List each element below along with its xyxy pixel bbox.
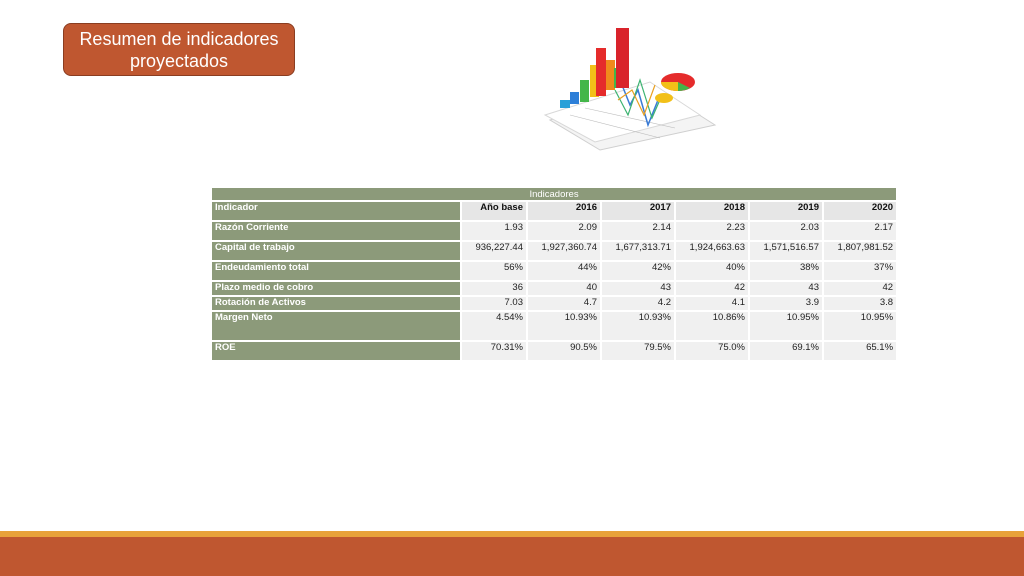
table-cell: 4.7 (528, 297, 602, 312)
row-label: Margen Neto (212, 312, 462, 342)
page-title: Resumen de indicadores proyectados (79, 28, 279, 71)
table-cell: 56% (462, 262, 528, 282)
table-cell: 10.93% (528, 312, 602, 342)
table-cell: 43 (750, 282, 824, 297)
table-cell: 79.5% (602, 342, 676, 362)
chart-clipart-icon (543, 28, 717, 151)
table-cell: 65.1% (824, 342, 899, 362)
table-cell: 75.0% (676, 342, 750, 362)
table-cell: 10.95% (750, 312, 824, 342)
table-cell: 2.09 (528, 222, 602, 242)
table-cell: 1,677,313.71 (602, 242, 676, 262)
table-cell: 4.1 (676, 297, 750, 312)
table-cell: 36 (462, 282, 528, 297)
table-cell: 1,924,663.63 (676, 242, 750, 262)
table-cell: 40 (528, 282, 602, 297)
table-cell: 42 (824, 282, 899, 297)
row-label: Endeudamiento total (212, 262, 462, 282)
table-row: Capital de trabajo 936,227.44 1,927,360.… (212, 242, 899, 262)
table-cell: 3.8 (824, 297, 899, 312)
table-cell: 4.54% (462, 312, 528, 342)
table-cell: 7.03 (462, 297, 528, 312)
column-header: 2017 (602, 202, 676, 222)
table-row: Rotación de Activos 7.03 4.7 4.2 4.1 3.9… (212, 297, 899, 312)
table-cell: 10.95% (824, 312, 899, 342)
row-label: Rotación de Activos (212, 297, 462, 312)
column-header: 2016 (528, 202, 602, 222)
table-cell: 90.5% (528, 342, 602, 362)
table-row: Endeudamiento total 56% 44% 42% 40% 38% … (212, 262, 899, 282)
table-cell: 2.17 (824, 222, 899, 242)
table-cell: 43 (602, 282, 676, 297)
table-cell: 2.23 (676, 222, 750, 242)
table-caption: Indicadores (212, 188, 899, 202)
row-label: Razón Corriente (212, 222, 462, 242)
table-cell: 4.2 (602, 297, 676, 312)
table-cell: 42% (602, 262, 676, 282)
table-cell: 2.03 (750, 222, 824, 242)
table-cell: 38% (750, 262, 824, 282)
table-row: ROE 70.31% 90.5% 79.5% 75.0% 69.1% 65.1% (212, 342, 899, 362)
table-cell: 1,927,360.74 (528, 242, 602, 262)
table-cell: 42 (676, 282, 750, 297)
table-cell: 1.93 (462, 222, 528, 242)
table-row: Margen Neto 4.54% 10.93% 10.93% 10.86% 1… (212, 312, 899, 342)
table-cell: 2.14 (602, 222, 676, 242)
column-header: 2019 (750, 202, 824, 222)
table-cell: 10.93% (602, 312, 676, 342)
column-header: 2020 (824, 202, 899, 222)
row-label: Plazo medio de cobro (212, 282, 462, 297)
table-row: Plazo medio de cobro 36 40 43 42 43 42 (212, 282, 899, 297)
indicators-table: Indicadores Indicador Año base 2016 2017… (212, 188, 899, 362)
table-caption-row: Indicadores (212, 188, 899, 202)
table-cell: 40% (676, 262, 750, 282)
row-label: ROE (212, 342, 462, 362)
footer-bar (0, 537, 1024, 576)
table-row: Razón Corriente 1.93 2.09 2.14 2.23 2.03… (212, 222, 899, 242)
table-cell: 1,571,516.57 (750, 242, 824, 262)
footer-accent-bar (0, 531, 1024, 537)
title-box: Resumen de indicadores proyectados (63, 23, 295, 76)
table-cell: 37% (824, 262, 899, 282)
table-cell: 44% (528, 262, 602, 282)
column-header: Año base (462, 202, 528, 222)
table-cell: 936,227.44 (462, 242, 528, 262)
table-header-row: Indicador Año base 2016 2017 2018 2019 2… (212, 202, 899, 222)
table-cell: 10.86% (676, 312, 750, 342)
table-cell: 1,807,981.52 (824, 242, 899, 262)
table-cell: 3.9 (750, 297, 824, 312)
table-cell: 70.31% (462, 342, 528, 362)
column-header: Indicador (212, 202, 462, 222)
column-header: 2018 (676, 202, 750, 222)
table-cell: 69.1% (750, 342, 824, 362)
row-label: Capital de trabajo (212, 242, 462, 262)
